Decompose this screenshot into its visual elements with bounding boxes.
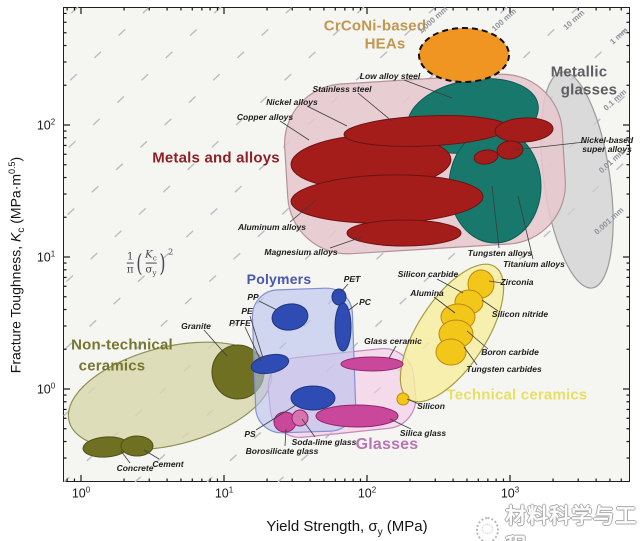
formula-exponent: 2 (168, 247, 174, 257)
label-crconi-line1: CrCoNi-based (323, 17, 427, 35)
formula-close-paren: ) (159, 250, 166, 278)
label-nontechnical-line1: Non-technical (71, 336, 173, 354)
x-tick-1000: 103 (500, 485, 520, 501)
bubble-magnesium-alloys (346, 219, 462, 247)
y-tick-10: 101 (36, 249, 56, 265)
label-nickel-super-alloys: Nickel-based super alloys (581, 136, 633, 154)
bubble-pe-ptfe (250, 353, 290, 375)
watermark-text: 材料科学与工程 (505, 505, 638, 541)
label-boron-carbide: Boron carbide (481, 347, 539, 357)
label-silicon: Silicon (417, 401, 445, 411)
bubble-crconi-heas (418, 27, 510, 83)
label-pet: PET (343, 274, 361, 284)
label-tungsten-alloys: Tungsten alloys (467, 248, 533, 258)
label-cement: Cement (152, 459, 184, 469)
watermark: 材料科学与工程 (476, 500, 640, 541)
bubble-glass-ceramic (340, 356, 404, 372)
x-axis-title: Yield Strength, σy (MPa) (266, 518, 428, 538)
x-tick-100: 102 (357, 485, 377, 501)
y-axis-title: Fracture Toughness, Kc (MPa·m0.5) (6, 156, 28, 374)
label-pp: PP (247, 292, 259, 302)
bubble-pc (334, 302, 352, 352)
formula-open-paren: ( (136, 250, 143, 278)
label-ptfe: PTFE (229, 318, 251, 328)
bubble-pet (331, 288, 347, 306)
label-silicon-carbide: Silicon carbide (397, 269, 459, 279)
label-granite: Granite (181, 321, 211, 331)
label-tungsten-carbides: Tungsten carbides (466, 364, 542, 374)
bubble-cement (120, 435, 154, 457)
label-technical-ceramics: Technical ceramics (446, 386, 588, 404)
label-zirconia: Zirconia (500, 277, 534, 287)
label-glass-ceramic: Glass ceramic (364, 336, 422, 346)
formula-sigma: σy (145, 263, 157, 279)
x-tick-10: 101 (214, 485, 234, 501)
label-metals: Metals and alloys (152, 149, 280, 167)
label-copper-alloys: Copper alloys (236, 112, 294, 122)
label-ps: PS (244, 429, 256, 439)
label-stainless-steel: Stainless steel (312, 84, 372, 94)
formula-denominator: π (126, 263, 134, 276)
bubble-tungsten-carbides (435, 338, 467, 366)
region-shapes (67, 27, 614, 458)
y-tick-100: 102 (36, 117, 56, 133)
bubble-ps (290, 385, 336, 411)
axis-ticks (63, 7, 630, 482)
bubble-pp (271, 303, 309, 331)
label-concrete: Concrete (116, 463, 154, 473)
formula-kc: Kc (145, 248, 157, 263)
label-soda-lime-glass: Soda-lime glass (291, 437, 357, 447)
label-pc: PC (359, 297, 371, 307)
bubble-ni-super-2 (473, 149, 499, 165)
label-glasses: Glasses (355, 436, 419, 453)
leader-lines (120, 79, 586, 464)
label-borosilicate-glass: Borosilicate glass (245, 446, 319, 456)
label-silica-glass: Silica glass (399, 428, 447, 438)
label-polymers: Polymers (246, 271, 312, 287)
label-nickel-alloys: Nickel alloys (266, 97, 318, 107)
label-aluminum-alloys: Aluminum alloys (237, 222, 307, 232)
label-metallic-glasses-line1: Metallic (550, 63, 608, 81)
label-alumina: Alumina (410, 288, 444, 298)
label-nickel-super-line1: Nickel-based (580, 135, 634, 145)
label-crconi-line2: HEAs (364, 35, 406, 53)
label-titanium-alloys: Titanium alloys (503, 259, 565, 269)
label-nontechnical-line2: ceramics (78, 357, 146, 375)
label-pe: PE (241, 306, 253, 316)
bubble-nickel-alloys (494, 117, 554, 143)
formula-numerator: 1 (126, 250, 134, 263)
label-silicon-nitride: Silicon nitride (491, 309, 549, 319)
y-tick-1: 100 (36, 381, 56, 397)
label-magnesium-alloys: Magnesium alloys (264, 247, 338, 257)
bubble-silica-glass (315, 404, 399, 428)
x-tick-1: 100 (71, 485, 91, 501)
bubble-silicon (396, 392, 410, 406)
watermark-logo-icon (476, 517, 500, 541)
label-low-alloy-steel: Low alloy steel (359, 71, 421, 81)
label-metallic-glasses-line2: glasses (560, 81, 618, 99)
label-nickel-super-line2: super alloys (582, 144, 632, 154)
